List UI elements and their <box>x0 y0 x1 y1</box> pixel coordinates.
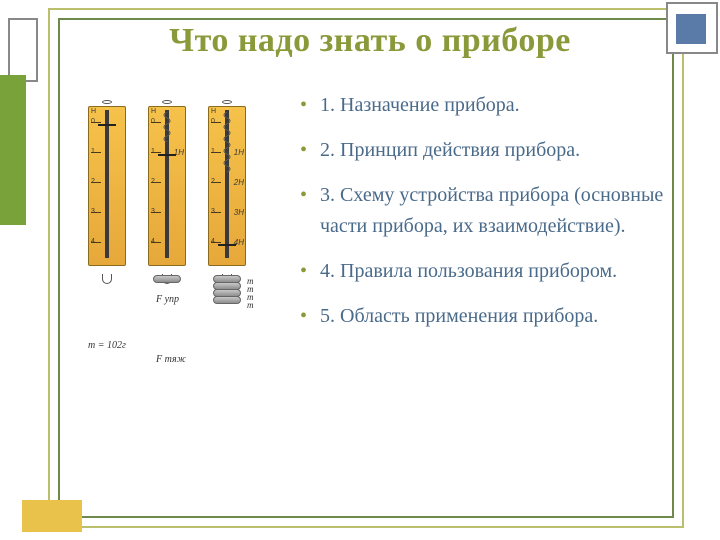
slide-title: Что надо знать о приборе <box>90 22 650 60</box>
weight-stack: mmmm <box>213 276 241 304</box>
annotation-f-tyazh: F тяж <box>156 354 186 365</box>
bullet-list: 1. Назначение прибора. 2. Принцип действи… <box>300 90 680 346</box>
dynamometer: 01234Н1Н <box>148 104 186 274</box>
dynamometer: 01234Н <box>88 104 126 274</box>
weight-stack <box>153 276 181 283</box>
deco-rect-3 <box>676 14 706 44</box>
list-item: 1. Назначение прибора. <box>300 90 680 121</box>
list-item: 2. Принцип действия прибора. <box>300 135 680 166</box>
slide: Что надо знать о приборе 01234Н01234Н1Н0… <box>0 0 720 540</box>
list-item: 4. Правила пользования прибором. <box>300 256 680 287</box>
deco-rect-0 <box>8 18 38 82</box>
deco-rect-4 <box>22 500 82 532</box>
dynamometer: 01234Н1Н2Н3Н4Нmmmm <box>208 104 246 274</box>
list-item: 3. Схему устройства прибора (основные ча… <box>300 180 680 242</box>
annotation-f-upr: F упр <box>156 294 179 305</box>
deco-rect-1 <box>0 75 26 225</box>
annotation-mass: m = 102г <box>88 340 126 351</box>
list-item: 5. Область применения прибора. <box>300 301 680 332</box>
dynamometer-figure: 01234Н 01234Н1Н 01234Н1Н2Н3Н4Нmmmm F упр m… <box>78 98 278 378</box>
